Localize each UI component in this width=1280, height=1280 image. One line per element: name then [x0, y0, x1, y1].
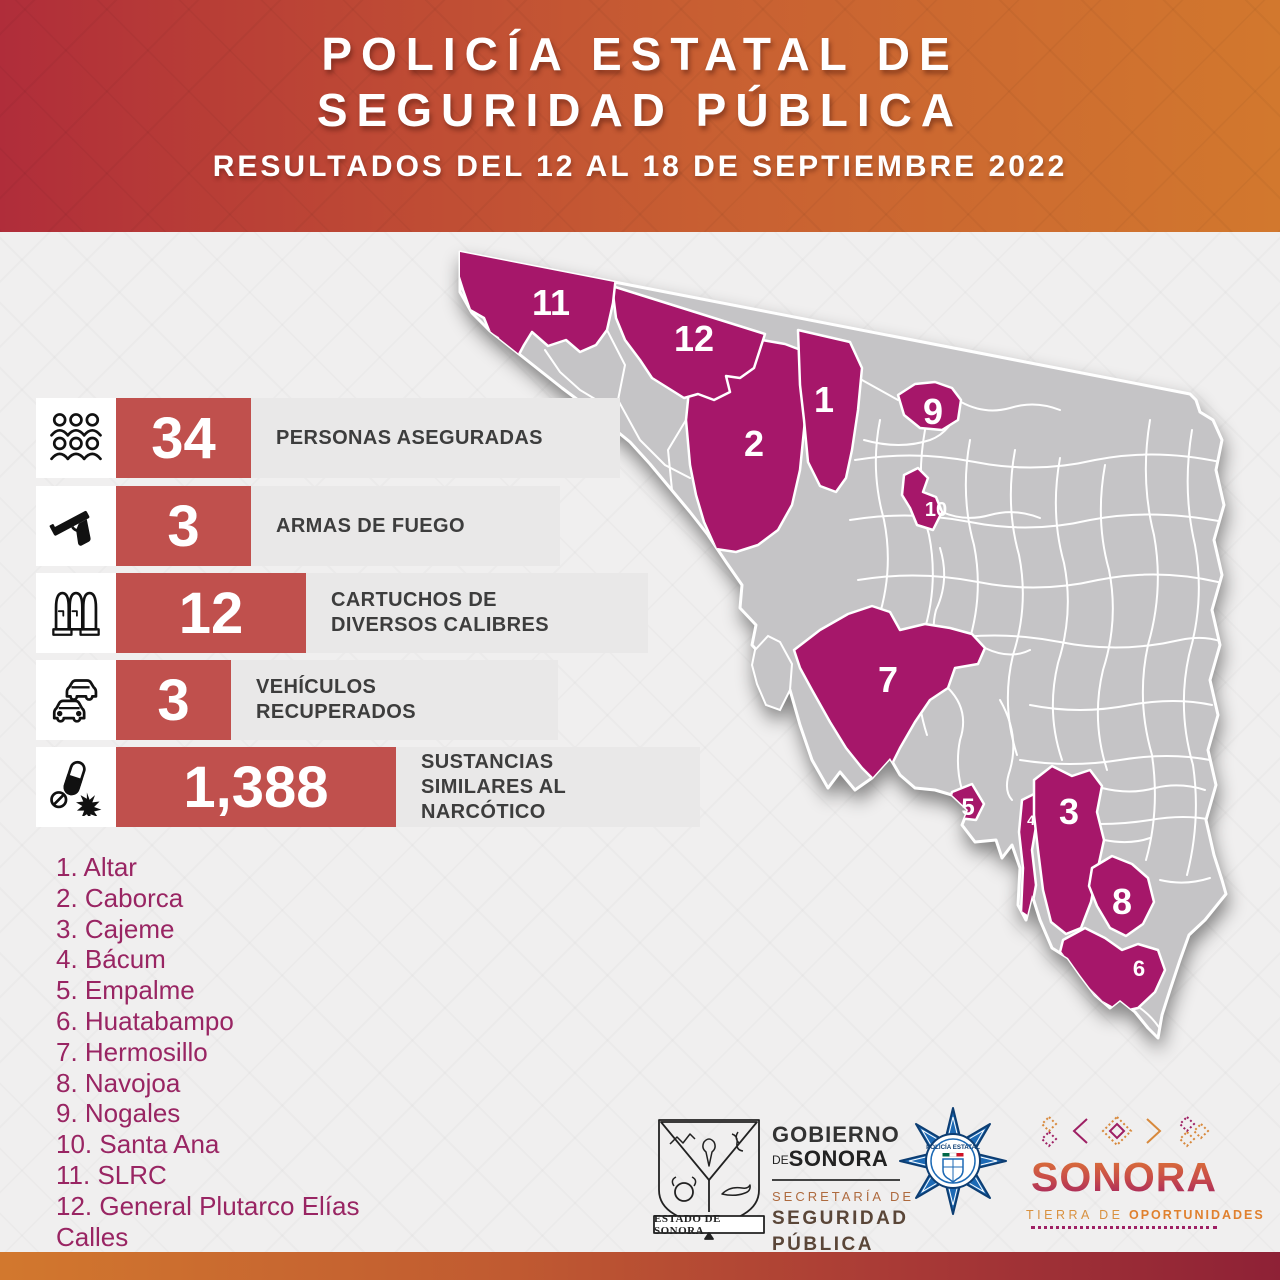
- escudo-caption: ESTADO DE SONORA: [654, 1212, 721, 1237]
- map-label-huatabampo: 6: [1133, 956, 1145, 981]
- map-label-hermosillo: 7: [878, 659, 898, 700]
- page-title: POLICÍA ESTATAL DE SEGURIDAD PÚBLICA: [0, 26, 1280, 138]
- sonora-diamonds-icon: [1040, 1115, 1210, 1148]
- stat-label-cartuchos: CARTUCHOS DE DIVERSOS CALIBRES: [331, 589, 549, 636]
- page-title-line1: POLICÍA ESTATAL DE: [321, 28, 959, 80]
- map-label-cajeme: 3: [1059, 791, 1079, 832]
- legend-item: 9. Nogales: [56, 1098, 181, 1129]
- legend-item: 8. Navojoa: [56, 1067, 181, 1098]
- legend-item: 11. SLRC: [56, 1159, 167, 1190]
- cars-icon: [36, 660, 116, 740]
- pistol-icon: [36, 486, 116, 566]
- legend-item: 4. Bácum: [56, 944, 166, 975]
- map-label-navojoa: 8: [1112, 881, 1132, 922]
- region-altar: [796, 328, 864, 494]
- sonora-wordmark: SONORA: [1031, 1155, 1217, 1200]
- header-diamond-pattern: [0, 0, 1280, 232]
- sonora-tagline-bold: OPORTUNIDADES: [1128, 1208, 1265, 1222]
- seguridad-label: SEGURIDAD: [772, 1208, 909, 1229]
- people-group-icon: [36, 398, 116, 478]
- legend-item: 5. Empalme: [56, 975, 195, 1006]
- gobierno-de-sonora-logo: GOBIERNO DESONORA SECRETARÍA DE SEGURIDA…: [772, 1122, 922, 1256]
- footer-gradient-bar: [0, 1252, 1280, 1280]
- gobierno-divider: [772, 1179, 900, 1181]
- map-label-bacum: 4: [1027, 812, 1035, 828]
- sonora-municipality-map: 11 12 2 1 9 10 7 5 4 3 8 6: [458, 250, 1228, 1040]
- header-banner: POLICÍA ESTATAL DE SEGURIDAD PÚBLICA RES…: [0, 0, 1280, 232]
- stat-row-vehiculos: 3 VEHÍCULOS RECUPERADOS: [36, 660, 558, 740]
- publica-label: PÚBLICA: [772, 1234, 874, 1255]
- gobierno-line1: GOBIERNO: [772, 1122, 900, 1147]
- stat-label-personas: PERSONAS ASEGURADAS: [276, 426, 543, 449]
- map-label-slrc: 11: [532, 282, 570, 323]
- stat-row-cartuchos: 12 CARTUCHOS DE DIVERSOS CALIBRES: [36, 573, 648, 653]
- legend-item: 3. Cajeme: [56, 913, 175, 944]
- gobierno-de: DE: [772, 1153, 789, 1167]
- region-gpec: [610, 284, 767, 402]
- mexican-flag-stripe: [942, 1152, 964, 1157]
- sonora-tagline: TIERRA DE OPORTUNIDADES: [1026, 1208, 1263, 1222]
- stat-row-armas: 3 ARMAS DE FUEGO: [36, 486, 560, 566]
- stat-value-personas: 34: [116, 398, 251, 478]
- stat-label-vehiculos: VEHÍCULOS RECUPERADOS: [256, 676, 416, 723]
- stat-value-sustancias: 1,388: [116, 747, 396, 827]
- map-label-caborca: 2: [744, 423, 764, 464]
- tiburon-island: [750, 634, 794, 712]
- legend-item: 7. Hermosillo: [56, 1036, 208, 1067]
- legend-item: 12. General Plutarco Elías Calles: [56, 1190, 360, 1252]
- gobierno-line2: DESONORA: [772, 1146, 922, 1172]
- stat-label-sustancias: SUSTANCIAS SIMILARES AL NARCÓTICO: [421, 750, 566, 823]
- policia-estatal-badge: POLICÍA ESTATAL: [896, 1104, 1010, 1223]
- region-nogales: [896, 380, 963, 432]
- gobierno-sonora: SONORA: [788, 1146, 889, 1171]
- map-label-empalme: 5: [961, 794, 974, 821]
- badge-label: POLICÍA ESTATAL: [926, 1143, 980, 1151]
- narcotics-icon: [36, 747, 116, 827]
- stat-value-vehiculos: 3: [116, 660, 231, 740]
- page-title-line2: SEGURIDAD PÚBLICA: [316, 84, 964, 136]
- police-star-icon: POLICÍA ESTATAL: [899, 1107, 1007, 1215]
- stat-row-personas: 34 PERSONAS ASEGURADAS: [36, 398, 620, 478]
- bullets-icon: [36, 573, 116, 653]
- legend-item: 2. Caborca: [56, 882, 184, 913]
- stat-row-sustancias: 1,388 SUSTANCIAS SIMILARES AL NARCÓTICO: [36, 747, 700, 827]
- legend-item: 6. Huatabampo: [56, 1005, 234, 1036]
- municipality-legend: 1. Altar 2. Caborca 3. Cajeme 4. Bácum 5…: [56, 852, 376, 1252]
- region-navojoa: [1087, 854, 1156, 938]
- map-label-gpec: 12: [674, 318, 714, 359]
- legend-item: 10. Santa Ana: [56, 1129, 220, 1160]
- secretaria-de-label: SECRETARÍA DE: [772, 1189, 915, 1204]
- sonora-brand-logo: SONORA TIERRA DE OPORTUNIDADES: [1026, 1112, 1263, 1229]
- stat-value-armas: 3: [116, 486, 251, 566]
- legend-item: 1. Altar: [56, 852, 137, 882]
- page-subtitle: RESULTADOS DEL 12 AL 18 DE SEPTIEMBRE 20…: [212, 150, 1068, 183]
- stat-label-armas: ARMAS DE FUEGO: [276, 514, 465, 537]
- map-label-santa-ana: 10: [925, 499, 947, 521]
- map-number-labels: 11 12 2 1 9 10 7 5 4 3 8 6: [532, 282, 1145, 981]
- sonora-dotted-rule: [1031, 1226, 1217, 1229]
- map-label-nogales: 9: [923, 391, 943, 432]
- stat-value-cartuchos: 12: [116, 573, 306, 653]
- region-santa-ana: [900, 466, 944, 532]
- region-hermosillo: [792, 604, 987, 786]
- sonora-tagline-light: TIERRA DE: [1026, 1208, 1124, 1222]
- estado-de-sonora-coat-of-arms: ESTADO DE SONORA: [652, 1116, 766, 1247]
- map-label-altar: 1: [814, 379, 834, 420]
